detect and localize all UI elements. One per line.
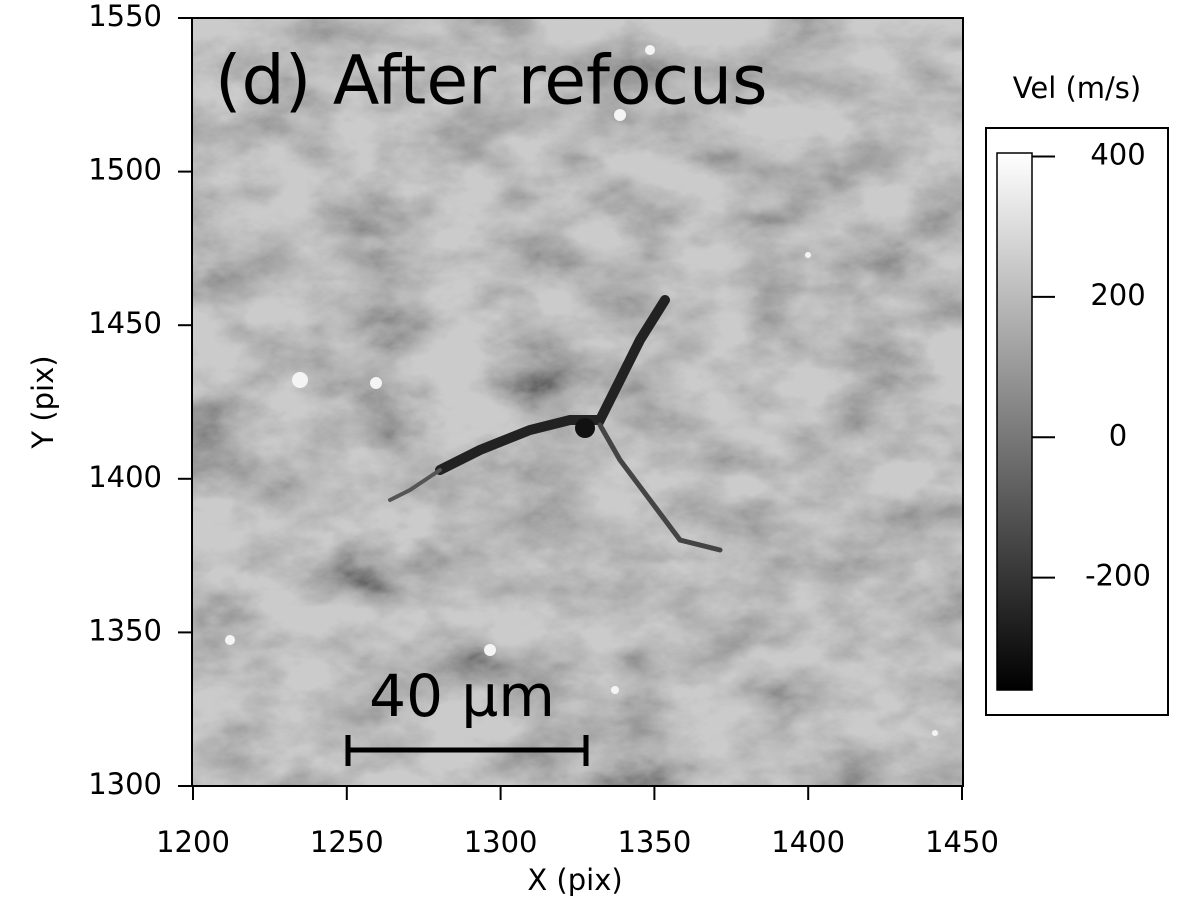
x-axis-label: X (pix) [527, 863, 622, 897]
x-tick-label: 1450 [925, 825, 999, 859]
y-tick-label: 1550 [88, 0, 162, 33]
x-tick-label: 1200 [156, 825, 230, 859]
colorbar-tick-label: 400 [1090, 138, 1145, 172]
colorbar-frame [985, 127, 1169, 716]
colorbar-tick-label: 0 [1109, 418, 1127, 452]
y-tick-label: 1500 [88, 153, 162, 187]
x-tick-label: 1300 [464, 825, 538, 859]
colorbar [996, 152, 1033, 691]
scale-bar [345, 735, 589, 766]
scale-bar-label: 40 µm [369, 662, 555, 730]
y-axis-label: Y (pix) [26, 355, 60, 449]
colorbar-tick-label: 200 [1090, 278, 1145, 312]
y-tick-label: 1350 [88, 613, 162, 647]
colorbar-tick-label: -200 [1085, 559, 1151, 593]
x-tick-label: 1250 [310, 825, 384, 859]
speckle [225, 45, 938, 736]
plot-frame [191, 17, 964, 787]
chart-title: (d) After refocus [215, 42, 768, 121]
y-tick-label: 1400 [88, 460, 162, 494]
crack [388, 295, 723, 553]
y-tick-label: 1450 [88, 306, 162, 340]
y-tick-label: 1300 [88, 767, 162, 801]
velocity-field [192, 18, 963, 786]
x-tick-label: 1400 [771, 825, 845, 859]
colorbar-label: Vel (m/s) [1013, 71, 1141, 105]
x-tick-label: 1350 [617, 825, 691, 859]
